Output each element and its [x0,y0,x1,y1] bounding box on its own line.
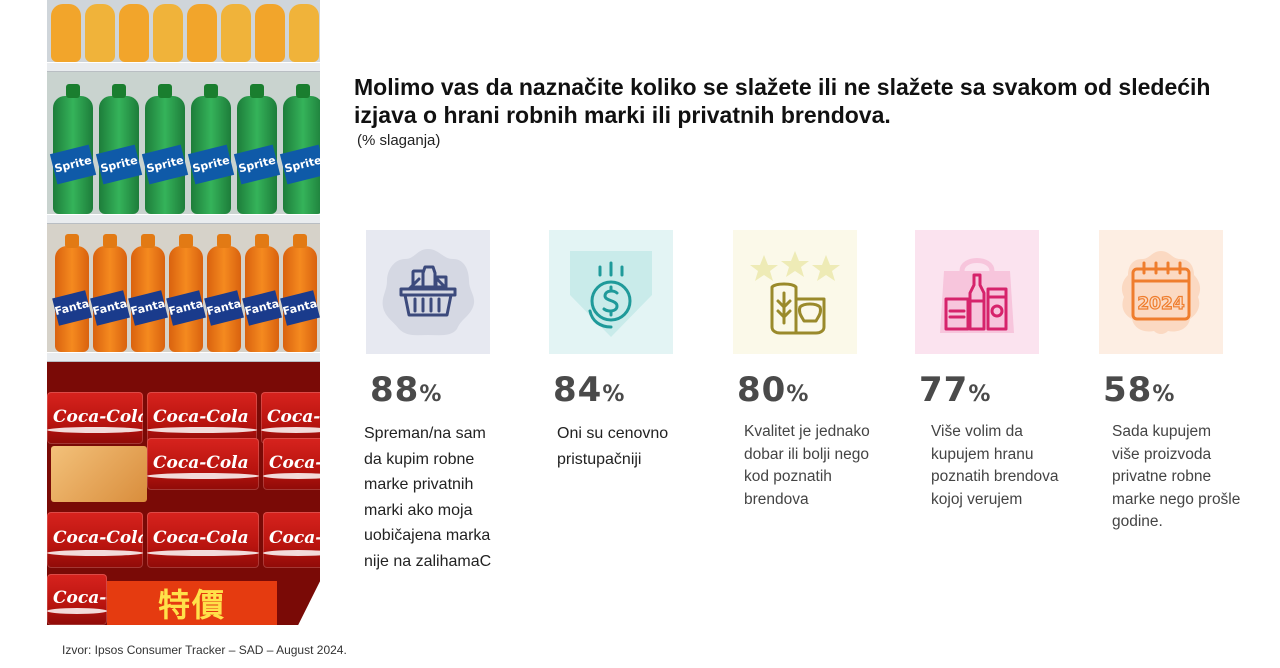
calendar-year: 2024 [1137,294,1184,314]
stat-value: 77 [919,370,969,410]
bottle-label: Sprite [279,144,320,185]
stat-description: Spreman/na sam da kupim robne marke priv… [364,425,492,570]
stat-card: 77% Više volim da kupujem hranu poznatih… [915,230,1065,508]
dollar-coin-icon [549,230,673,354]
stat-description: Kvalitet je jednako dobar ili bolji nego… [744,423,870,508]
bottle-label: Fanta [52,289,92,325]
stat-card: 2024 58% Sada kupujem više proizvoda pri… [1099,230,1249,530]
can-brand: Coca-Cola [153,406,249,427]
bottle-label: Fanta [90,289,130,325]
bottle-label: Sprite [141,144,189,185]
can-brand: Coca-Cola [53,527,143,548]
stat-unit: % [602,382,626,407]
bottle-label: Fanta [204,289,244,325]
stat-card: 80% Kvalitet je jednako dobar ili bolji … [733,230,883,508]
can-brand: Coca-Cola [269,527,320,548]
promo-text: 特價 [157,586,226,624]
page-title: Molimo vas da naznačite koliko se slažet… [354,74,1211,128]
bottle-label: Fanta [128,289,168,325]
stat-unit: % [786,382,810,407]
bottle-label: Fanta [242,289,282,325]
bottle-label: Fanta [166,289,206,325]
can-brand: Coca-Cola [269,452,320,473]
stat-unit: % [1152,382,1176,407]
quality-bread-stars-icon [733,230,857,354]
can-brand: Coca-Cola [153,452,249,473]
stat-unit: % [968,382,992,407]
stat-value: 88 [370,370,420,410]
stat-value: 58 [1103,370,1153,410]
calendar-2024-icon: 2024 [1099,230,1223,354]
stat-value: 84 [553,370,603,410]
stat-description: Više volim da kupujem hranu poznatih bre… [931,423,1059,508]
source-note: Izvor: Ipsos Consumer Tracker – SAD – Au… [62,643,347,657]
stat-unit: % [419,382,443,407]
family-sticker [51,446,147,502]
stat-description: Sada kupujem više proizvoda privatne rob… [1112,423,1241,530]
can-brand: Coca-Cola [53,588,107,609]
bottle-label: Sprite [187,144,235,185]
bottle-label: Sprite [233,144,281,185]
bottle-label: Sprite [95,144,143,185]
promo-sign: 特價 [107,581,277,625]
stat-card: 84% Oni su cenovno pristupačniji [549,230,699,468]
shopping-basket-icon [366,230,490,354]
supermarket-shelf-photo: Sprite Sprite Sprite Sprite Sprite Sprit… [47,0,320,625]
stat-description: Oni su cenovno pristupačniji [557,425,669,468]
grocery-bag-icon [915,230,1039,354]
stat-card: 88% Spreman/na sam da kupim robne marke … [364,230,516,570]
can-brand: Coca-Cola [267,406,320,427]
can-brand: Coca-Cola [53,406,143,427]
page-subtitle: (% slaganja) [357,132,441,149]
bottle-label: Fanta [280,289,320,325]
bottle-label: Sprite [49,144,97,185]
stat-value: 80 [737,370,787,410]
can-brand: Coca-Cola [153,527,249,548]
